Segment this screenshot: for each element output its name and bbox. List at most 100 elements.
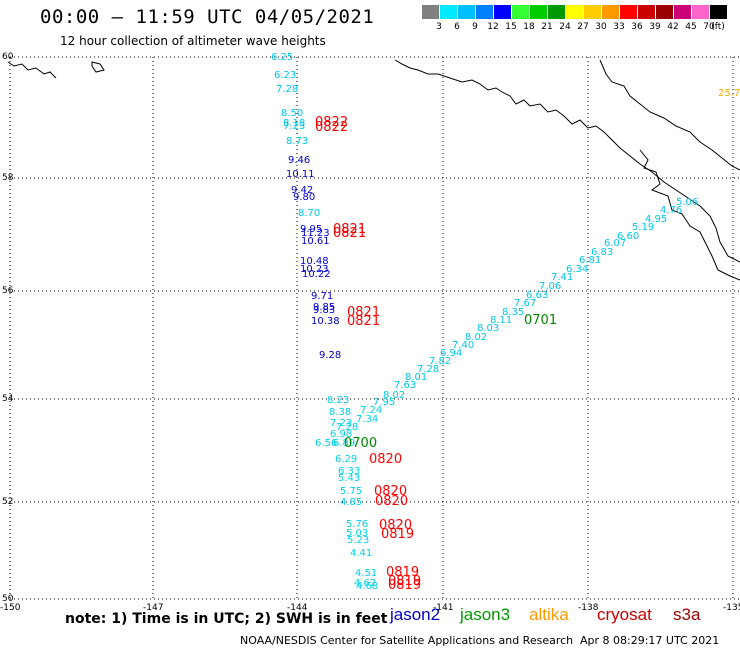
legend-label: 6 bbox=[454, 22, 460, 32]
alaska-mainland-coast bbox=[394, 59, 740, 263]
legend-swatch bbox=[638, 5, 655, 19]
track-value: 8.50 bbox=[281, 108, 303, 119]
track-value: 10.11 bbox=[286, 169, 315, 180]
track-value: 6.63 bbox=[526, 290, 548, 301]
alaska-inner-coast bbox=[599, 59, 740, 171]
track-value: 6.89 bbox=[333, 438, 355, 449]
track-value: 6.56 bbox=[315, 438, 337, 449]
track-value: 5.06 bbox=[676, 197, 698, 208]
track-time-label: 0701 bbox=[524, 313, 557, 328]
satellite-jason2-label: jason2 bbox=[390, 605, 441, 624]
track-value: 4.51 bbox=[355, 568, 377, 579]
track-value: 4.95 bbox=[645, 214, 667, 225]
track-value: 5.19 bbox=[632, 222, 654, 233]
latitude-label: 52 bbox=[2, 497, 13, 507]
legend-swatch bbox=[548, 5, 565, 19]
track-value: 7.95 bbox=[373, 397, 395, 408]
track-time-label: 0819 bbox=[381, 527, 414, 542]
track-value: 6.33 bbox=[338, 466, 360, 477]
track-time-label: 0821 bbox=[347, 314, 380, 329]
track-value: 6.98 bbox=[330, 429, 352, 440]
legend-swatch bbox=[602, 5, 619, 19]
track-value: 7.23 bbox=[283, 121, 305, 132]
track-value: 4.76 bbox=[660, 205, 682, 216]
track-value: 7.63 bbox=[394, 380, 416, 391]
generated-timestamp: Apr 8 08:29:17 UTC 2021 bbox=[580, 634, 720, 647]
legend-label: 21 bbox=[541, 22, 553, 32]
legend-swatch bbox=[422, 5, 439, 19]
track-value: 9.85 bbox=[313, 302, 335, 313]
peninsula-coast bbox=[7, 61, 57, 79]
legend-label: 39 bbox=[649, 22, 661, 32]
legend-swatch bbox=[494, 5, 511, 19]
coastline bbox=[7, 59, 740, 281]
legend-label: 18 bbox=[523, 22, 535, 32]
track-time-label: 0819 bbox=[386, 565, 419, 580]
track-value: 5.03 bbox=[346, 528, 368, 539]
track-value: 10.22 bbox=[302, 269, 331, 280]
latitude-label: 60 bbox=[2, 52, 14, 62]
track-value: 8.70 bbox=[298, 208, 320, 219]
track-value: 9.42 bbox=[291, 185, 313, 196]
satellite-s3a-label: s3a bbox=[673, 605, 701, 624]
longitude-label: -150 bbox=[0, 603, 21, 613]
track-time-label: 0820 bbox=[375, 494, 408, 509]
track-value: 8.02 bbox=[383, 390, 405, 401]
track-value: 6.29 bbox=[335, 454, 357, 465]
track-time-label: 0821 bbox=[333, 222, 366, 237]
track-value: 6.25 bbox=[271, 52, 293, 63]
track-time-label: 0700 bbox=[344, 436, 377, 451]
track-value: 6.07 bbox=[604, 238, 626, 249]
satellite-altika-label: altika bbox=[529, 605, 569, 624]
track-value: 9.83 bbox=[313, 305, 335, 316]
edge-value: 25.7 bbox=[718, 88, 740, 99]
footer-note: note: 1) Time is in UTC; 2) SWH is in fe… bbox=[65, 611, 388, 627]
track-value: 8.02 bbox=[465, 332, 487, 343]
legend-label: 12 bbox=[487, 22, 499, 32]
legend-swatch bbox=[674, 5, 691, 19]
track-time-label: 0822 bbox=[315, 115, 348, 130]
track-time-label: 0819 bbox=[388, 574, 421, 589]
satellite-jason3-label: jason3 bbox=[460, 605, 511, 624]
legend-label: 15 bbox=[505, 22, 517, 32]
track-value: 8.23 bbox=[327, 395, 349, 406]
track-value: 9.28 bbox=[319, 350, 341, 361]
longitude-label: -138 bbox=[578, 603, 599, 613]
latitude-label: 50 bbox=[2, 594, 14, 604]
track-value: 7.40 bbox=[452, 340, 474, 351]
legend-label: 9 bbox=[472, 22, 478, 32]
legend-swatch bbox=[530, 5, 547, 19]
track-value: 7.23 bbox=[330, 418, 352, 429]
track-value: 7.34 bbox=[356, 414, 378, 425]
track-time-label: 0819 bbox=[388, 578, 421, 593]
longitude-label: -135 bbox=[723, 603, 740, 613]
track-value: 8.11 bbox=[490, 315, 512, 326]
alaska-island-coast bbox=[639, 149, 740, 281]
track-time-label: 0820 bbox=[369, 452, 402, 467]
track-values: 6.256.237.288.508.187.238.739.4610.119.4… bbox=[271, 52, 740, 593]
track-value: 10.38 bbox=[311, 316, 340, 327]
legend-label: 45 bbox=[685, 22, 697, 32]
track-value: 6.34 bbox=[566, 264, 588, 275]
track-value: 4.85 bbox=[340, 497, 362, 508]
credit-text: NOAA/NESDIS Center for Satellite Applica… bbox=[240, 634, 574, 647]
track-value: 7.41 bbox=[551, 272, 573, 283]
track-value: 5.23 bbox=[347, 535, 369, 546]
track-value: 7.28 bbox=[276, 84, 298, 95]
legend-label: 36 bbox=[631, 22, 643, 32]
track-value: 10.23 bbox=[300, 264, 329, 275]
track-value: 4.68 bbox=[356, 581, 378, 592]
track-value: 6.60 bbox=[617, 231, 639, 242]
latitude-label: 56 bbox=[2, 286, 14, 296]
legend-swatch bbox=[620, 5, 637, 19]
track-value: 10.61 bbox=[301, 236, 330, 247]
track-value: 7.67 bbox=[514, 298, 536, 309]
legend-swatch bbox=[512, 5, 529, 19]
track-value: 5.75 bbox=[340, 486, 362, 497]
track-time-label: 0820 bbox=[379, 518, 412, 533]
track-value: 8.38 bbox=[329, 407, 351, 418]
legend-swatch bbox=[440, 5, 457, 19]
legend-swatch bbox=[692, 5, 709, 19]
legend-label: 24 bbox=[559, 22, 571, 32]
